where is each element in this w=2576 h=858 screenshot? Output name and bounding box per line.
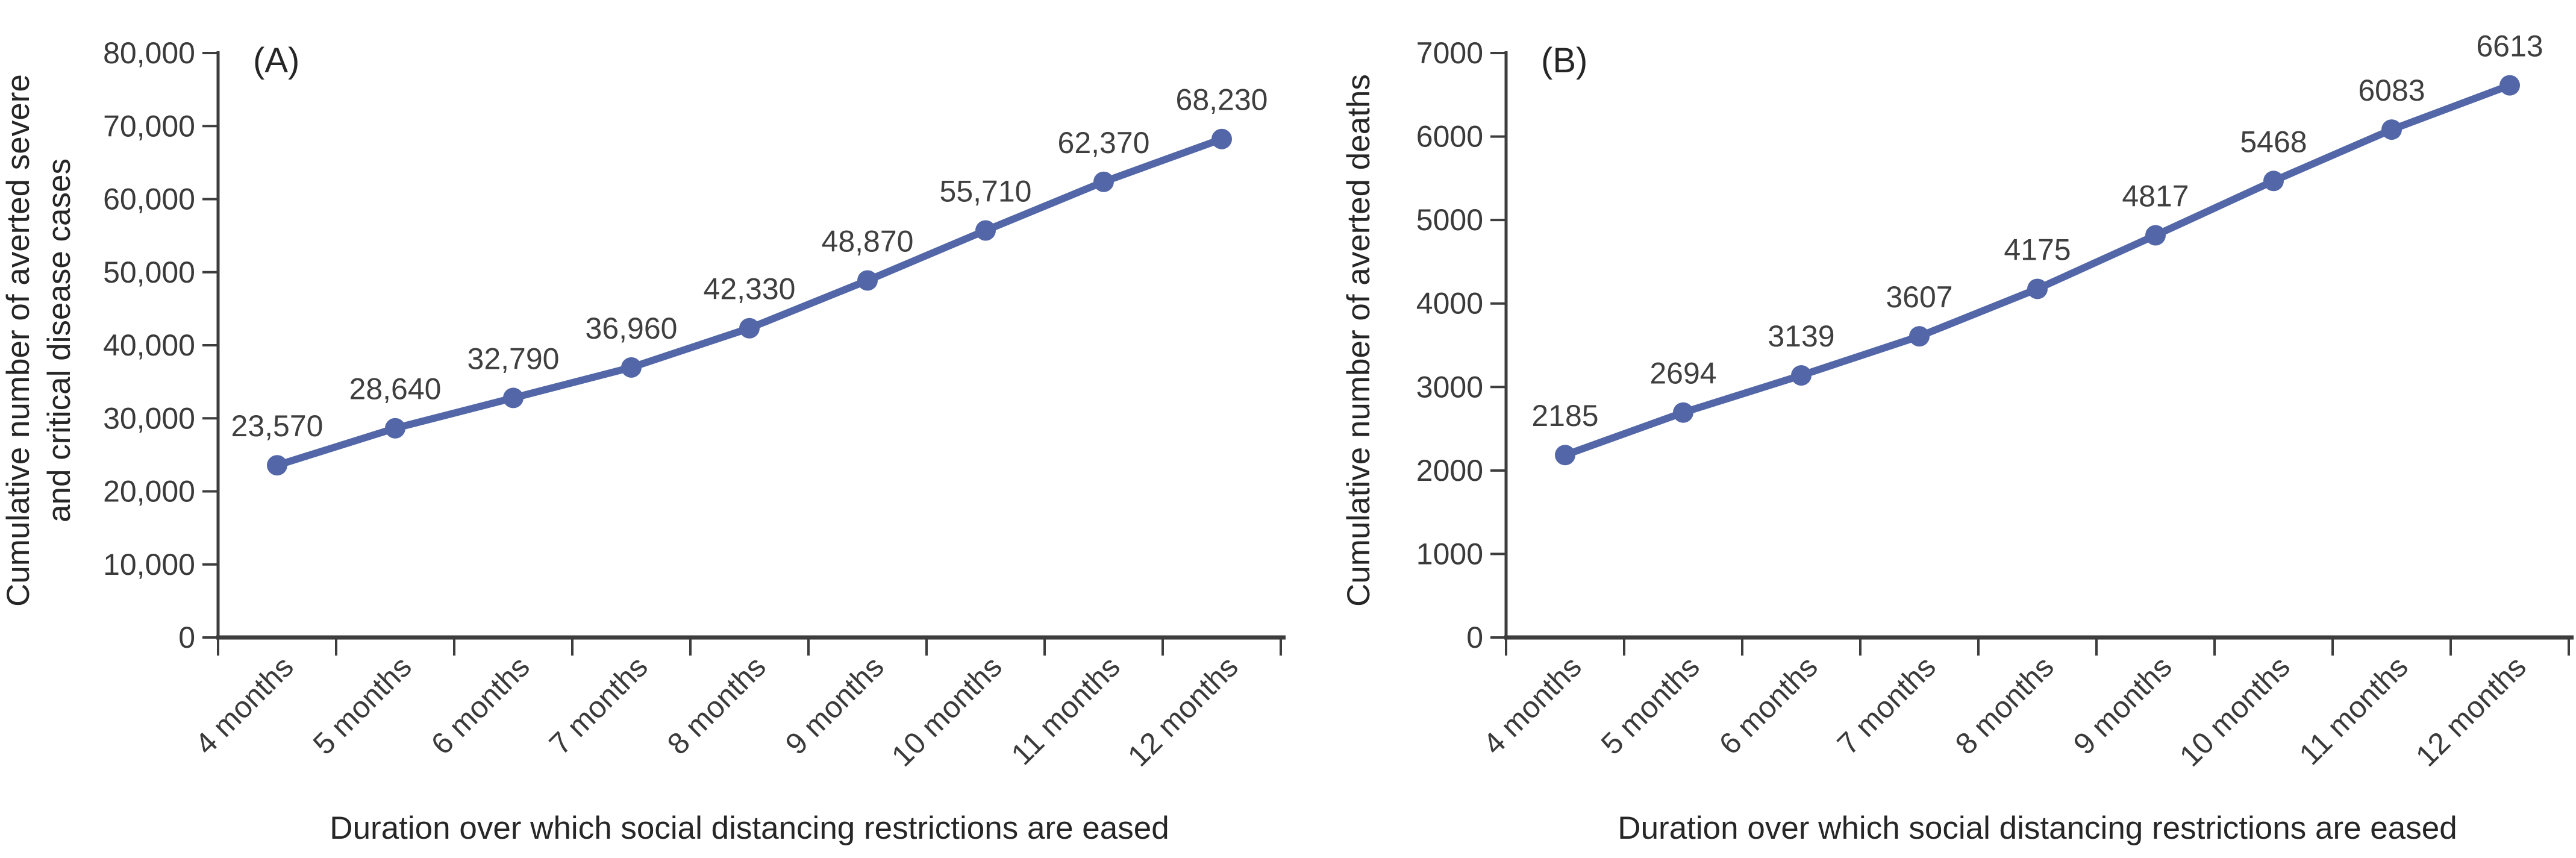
- data-label: 62,370: [1058, 126, 1150, 160]
- y-axis-title-b: Cumulative number of averted deaths: [1341, 74, 1377, 607]
- data-label: 4175: [2004, 233, 2071, 266]
- data-point: [385, 418, 405, 439]
- data-point: [267, 455, 287, 476]
- data-point: [503, 387, 524, 409]
- y-axis-title-a-line2: and critical disease cases: [42, 158, 77, 522]
- x-tick-label: 4 months: [189, 650, 300, 761]
- data-point: [739, 318, 760, 339]
- x-tick-label: 6 months: [425, 650, 536, 761]
- data-label: 48,870: [822, 224, 914, 258]
- data-label: 3139: [1768, 319, 1834, 353]
- y-tick-label: 20,000: [103, 475, 195, 509]
- data-label: 2694: [1649, 357, 1716, 390]
- data-label: 28,640: [349, 372, 442, 406]
- x-tick-label: 7 months: [543, 650, 654, 761]
- data-label: 5468: [2240, 125, 2307, 158]
- x-tick-label: 4 months: [1477, 650, 1588, 761]
- chart-b-content: 0 1000 2000 3000 4000 5000 6000 7000 4 months 5 m…: [1416, 30, 2574, 773]
- x-tick-label: 11 months: [1005, 650, 1127, 771]
- chart-panel-b: (B) Cumulative number of averted deaths …: [1288, 0, 2576, 858]
- data-point: [1909, 326, 1930, 347]
- panel-a-label: (A): [253, 41, 299, 80]
- data-point: [1211, 128, 1232, 149]
- y-tick-label: 60,000: [103, 183, 195, 216]
- x-axis-title-b: Duration over which social distancing re…: [1618, 810, 2457, 846]
- data-label: 2185: [1531, 399, 1598, 433]
- data-point: [2027, 278, 2048, 299]
- y-tick-label: 0: [1466, 621, 1483, 654]
- x-tick-label: 9 months: [779, 650, 890, 761]
- data-point: [857, 270, 878, 291]
- panel-b-label: (B): [1541, 41, 1587, 80]
- data-label: 23,570: [231, 409, 324, 443]
- data-label: 55,710: [940, 175, 1032, 208]
- y-tick-label: 80,000: [103, 36, 195, 70]
- x-tick-label: 5 months: [307, 650, 418, 761]
- data-point: [2263, 171, 2284, 192]
- data-label: 36,960: [586, 312, 678, 345]
- data-point: [621, 357, 642, 378]
- data-label: 4817: [2122, 180, 2189, 213]
- data-label: 32,790: [467, 342, 560, 375]
- chart-a-plot: (A) Cumulative number of averted severe …: [1, 36, 1286, 846]
- y-tick-label: 10,000: [103, 548, 195, 581]
- data-label: 6613: [2476, 30, 2543, 63]
- y-tick-label: 4000: [1416, 287, 1483, 321]
- x-tick-label: 8 months: [661, 650, 772, 761]
- data-point: [2499, 75, 2520, 96]
- x-tick-label: 10 months: [885, 650, 1008, 773]
- x-tick-label: 6 months: [1713, 650, 1824, 761]
- y-tick-label: 70,000: [103, 109, 195, 143]
- data-point: [2381, 119, 2402, 140]
- x-axis-title-a: Duration over which social distancing re…: [330, 810, 1169, 846]
- y-axis-title-a-line1: Cumulative number of averted severe: [1, 74, 36, 607]
- x-tick-label: 8 months: [1949, 650, 2060, 761]
- x-tick-label: 5 months: [1595, 650, 1706, 761]
- x-tick-label: 9 months: [2067, 650, 2178, 761]
- data-label: 68,230: [1176, 83, 1268, 117]
- x-tick-label: 12 months: [1121, 650, 1245, 773]
- chart-b-plot: (B) Cumulative number of averted deaths …: [1341, 30, 2574, 846]
- data-point: [1555, 445, 1575, 466]
- y-tick-label: 40,000: [103, 328, 195, 362]
- y-tick-label: 7000: [1416, 36, 1483, 70]
- x-tick-label: 7 months: [1831, 650, 1942, 761]
- data-label: 42,330: [704, 272, 796, 306]
- series-line: [1562, 81, 2513, 459]
- y-tick-label: 1000: [1416, 537, 1483, 571]
- y-tick-label: 0: [178, 621, 195, 654]
- y-tick-label: 5000: [1416, 203, 1483, 237]
- data-label: 6083: [2358, 74, 2425, 107]
- data-point: [975, 220, 996, 241]
- y-tick-label: 30,000: [103, 401, 195, 435]
- y-tick-label: 2000: [1416, 454, 1483, 487]
- y-tick-label: 50,000: [103, 255, 195, 289]
- x-tick-label: 10 months: [2173, 650, 2296, 773]
- data-label: 3607: [1886, 280, 1952, 314]
- data-point: [1673, 402, 1693, 423]
- data-point: [2145, 225, 2166, 246]
- y-tick-label: 6000: [1416, 120, 1483, 154]
- y-tick-label: 3000: [1416, 370, 1483, 404]
- x-tick-label: 11 months: [2293, 650, 2415, 771]
- chart-panel-a: (A) Cumulative number of averted severe …: [1, 36, 1286, 846]
- chart-a-content: 0 10,000 20,000 30,000 40,000 50,000 60,000 70,…: [103, 36, 1286, 773]
- x-tick-label: 12 months: [2409, 650, 2533, 773]
- data-point: [1791, 365, 1812, 386]
- data-point: [1093, 171, 1114, 192]
